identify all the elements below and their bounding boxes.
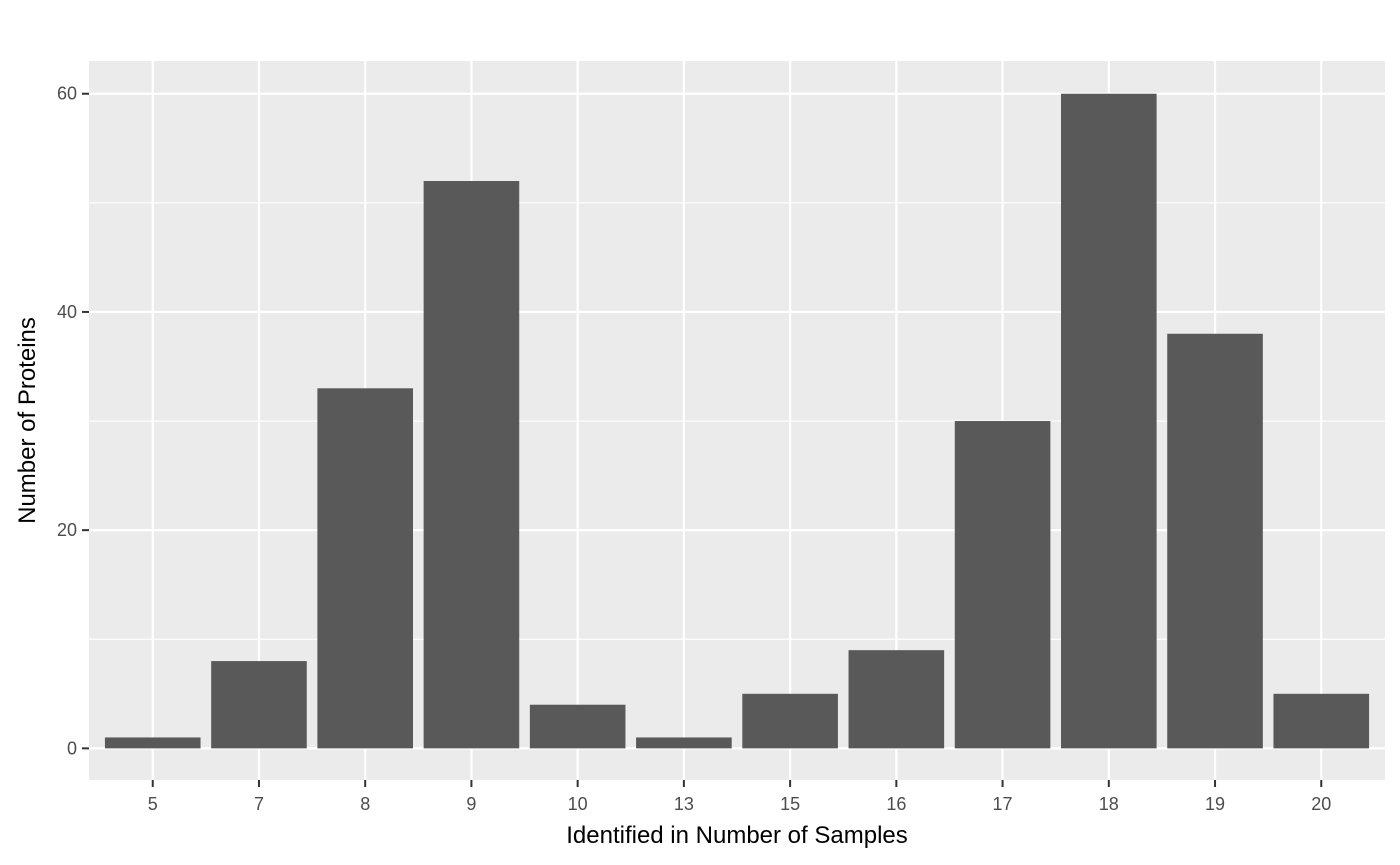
y-tick-label: 60 (57, 84, 77, 104)
bar-7 (211, 661, 307, 749)
x-tick-label: 8 (360, 794, 370, 814)
x-tick-label: 15 (780, 794, 800, 814)
x-tick-label: 19 (1205, 794, 1225, 814)
y-axis: 0 20 40 60 (57, 84, 89, 758)
x-tick-label: 20 (1311, 794, 1331, 814)
bar-20 (1273, 693, 1370, 749)
x-tick-label: 17 (993, 794, 1013, 814)
bar-15 (742, 693, 838, 749)
x-axis: 5 7 8 9 10 13 15 16 17 18 19 20 (148, 780, 1331, 814)
y-tick-label: 20 (57, 520, 77, 540)
x-tick-label: 9 (466, 794, 476, 814)
bar-16 (848, 650, 945, 749)
bar-9 (423, 181, 520, 749)
bars (104, 93, 1370, 749)
bar-13 (636, 737, 732, 749)
x-tick-label: 5 (148, 794, 158, 814)
y-axis-title: Number of Proteins (14, 317, 41, 524)
bar-8 (317, 388, 413, 749)
x-tick-label: 10 (568, 794, 588, 814)
x-tick-label: 13 (674, 794, 694, 814)
bar-19 (1167, 333, 1263, 749)
x-tick-label: 18 (1099, 794, 1119, 814)
bar-18 (1061, 93, 1157, 749)
bar-17 (954, 421, 1051, 749)
bar-5 (104, 737, 201, 749)
y-tick-label: 40 (57, 302, 77, 322)
x-axis-title: Identified in Number of Samples (566, 822, 908, 849)
x-tick-label: 7 (254, 794, 264, 814)
y-tick-label: 0 (67, 738, 77, 758)
x-tick-label: 16 (886, 794, 906, 814)
bar-10 (529, 704, 626, 749)
